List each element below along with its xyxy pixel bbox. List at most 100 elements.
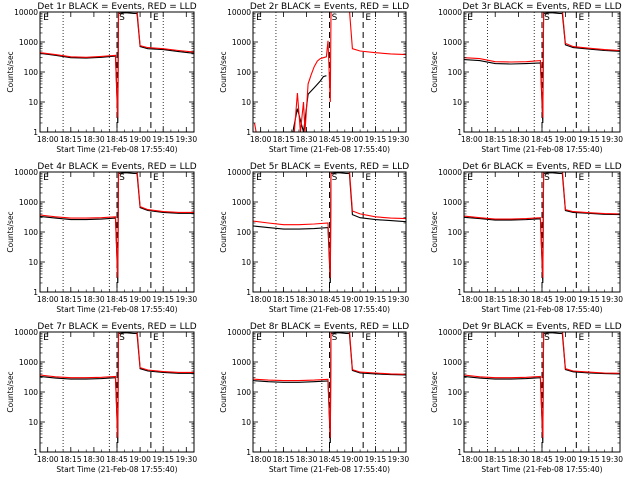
y-tick-label: 10 (241, 98, 251, 107)
interval-marker-label: E (467, 13, 473, 23)
interval-marker-label: S (544, 173, 550, 183)
y-axis-label: Counts/sec (6, 211, 15, 252)
x-tick-label: 19:30 (175, 455, 197, 464)
y-tick-label: 1000 (232, 358, 251, 367)
y-tick-label: 1000 (19, 358, 38, 367)
detector-panel: Det 5r BLACK = Events, RED = LLDE S E11010… (219, 162, 409, 314)
y-tick-label: 100 (448, 228, 463, 237)
interval-marker-label: S (119, 173, 125, 183)
x-tick-label: 18:00 (37, 135, 59, 144)
panel-title: Det 2r BLACK = Events, RED = LLD (250, 2, 409, 12)
y-axis-label: Counts/sec (219, 371, 228, 412)
interval-marker-label: S (119, 13, 125, 23)
x-axis-label: Start Time (21-Feb-08 17:55:40) (481, 145, 602, 154)
detector-panel: Det 1r BLACK = Events, RED = LLDE S E11010… (6, 2, 197, 154)
x-tick-label: 18:30 (83, 455, 105, 464)
panel-title: Det 3r BLACK = Events, RED = LLD (462, 2, 621, 12)
x-axis-label: Start Time (21-Feb-08 17:55:40) (481, 465, 602, 474)
interval-marker-label: E (256, 173, 262, 183)
y-tick-label: 100 (448, 388, 463, 397)
x-tick-label: 18:30 (83, 135, 105, 144)
x-tick-label: 19:00 (129, 455, 151, 464)
interval-marker-label: E (43, 173, 49, 183)
x-tick-label: 19:00 (342, 455, 364, 464)
x-tick-label: 18:45 (531, 135, 553, 144)
x-tick-label: 19:30 (388, 455, 410, 464)
y-tick-label: 1000 (232, 198, 251, 207)
x-tick-label: 19:15 (365, 295, 387, 304)
x-tick-label: 19:15 (365, 135, 387, 144)
detector-panel: Det 7r BLACK = Events, RED = LLDE S E11010… (6, 322, 197, 474)
y-tick-label: 10000 (14, 328, 38, 337)
x-axis-label: Start Time (21-Feb-08 17:55:40) (269, 305, 390, 314)
x-tick-label: 18:30 (296, 455, 318, 464)
x-tick-label: 18:30 (83, 295, 105, 304)
interval-marker-label: E (365, 13, 371, 23)
x-tick-label: 19:00 (342, 135, 364, 144)
x-tick-label: 18:45 (531, 455, 553, 464)
interval-marker-label: E (153, 173, 159, 183)
x-tick-label: 18:00 (461, 295, 483, 304)
y-axis-label: Counts/sec (430, 211, 439, 252)
panel-title: Det 6r BLACK = Events, RED = LLD (462, 162, 621, 172)
x-tick-label: 19:15 (152, 295, 174, 304)
panel-title: Det 7r BLACK = Events, RED = LLD (37, 322, 196, 332)
y-tick-label: 10000 (227, 328, 251, 337)
panel-title: Det 9r BLACK = Events, RED = LLD (462, 322, 621, 332)
y-tick-label: 1000 (19, 38, 38, 47)
y-tick-label: 100 (237, 228, 252, 237)
interval-marker-label: E (578, 13, 584, 23)
x-axis-label: Start Time (21-Feb-08 17:55:40) (269, 145, 390, 154)
x-tick-label: 19:15 (152, 455, 174, 464)
x-tick-label: 18:00 (250, 295, 272, 304)
panel-title: Det 5r BLACK = Events, RED = LLD (250, 162, 409, 172)
x-tick-label: 19:00 (342, 295, 364, 304)
x-tick-label: 19:00 (555, 295, 577, 304)
x-tick-label: 19:15 (365, 455, 387, 464)
x-tick-label: 18:15 (60, 295, 82, 304)
y-axis-label: Counts/sec (219, 51, 228, 92)
y-axis-label: Counts/sec (219, 211, 228, 252)
y-tick-label: 10 (241, 258, 251, 267)
x-tick-label: 19:00 (555, 455, 577, 464)
interval-marker-label: E (256, 13, 262, 23)
x-tick-label: 18:00 (250, 455, 272, 464)
interval-marker-label: E (43, 13, 49, 23)
y-tick-label: 1000 (232, 38, 251, 47)
x-tick-label: 18:30 (508, 295, 530, 304)
y-tick-label: 10000 (438, 8, 462, 17)
y-axis-label: Counts/sec (6, 51, 15, 92)
interval-marker-label: E (467, 173, 473, 183)
x-tick-label: 18:45 (531, 295, 553, 304)
x-tick-label: 18:00 (461, 135, 483, 144)
interval-marker-label: E (365, 333, 371, 343)
x-tick-label: 19:15 (578, 295, 600, 304)
y-tick-label: 1000 (443, 358, 462, 367)
x-tick-label: 18:00 (461, 455, 483, 464)
y-tick-label: 10000 (14, 168, 38, 177)
y-tick-label: 10 (28, 98, 38, 107)
interval-marker-label: E (43, 333, 49, 343)
x-axis-label: Start Time (21-Feb-08 17:55:40) (269, 465, 390, 474)
x-tick-label: 18:00 (37, 295, 59, 304)
y-tick-label: 10 (28, 258, 38, 267)
panel-title: Det 4r BLACK = Events, RED = LLD (37, 162, 196, 172)
x-tick-label: 18:30 (508, 455, 530, 464)
y-tick-label: 1000 (443, 198, 462, 207)
interval-marker-label: E (153, 13, 159, 23)
y-tick-label: 10000 (14, 8, 38, 17)
x-tick-label: 18:30 (296, 135, 318, 144)
y-tick-label: 100 (24, 68, 39, 77)
y-tick-label: 10000 (438, 328, 462, 337)
x-tick-label: 18:45 (106, 135, 128, 144)
x-tick-label: 19:30 (601, 135, 623, 144)
interval-marker-label: S (332, 173, 338, 183)
x-tick-label: 18:15 (484, 135, 506, 144)
interval-marker-label: E (467, 333, 473, 343)
x-tick-label: 18:15 (60, 135, 82, 144)
detector-panel: Det 8r BLACK = Events, RED = LLDE S E11010… (219, 322, 409, 474)
interval-marker-label: S (544, 333, 550, 343)
